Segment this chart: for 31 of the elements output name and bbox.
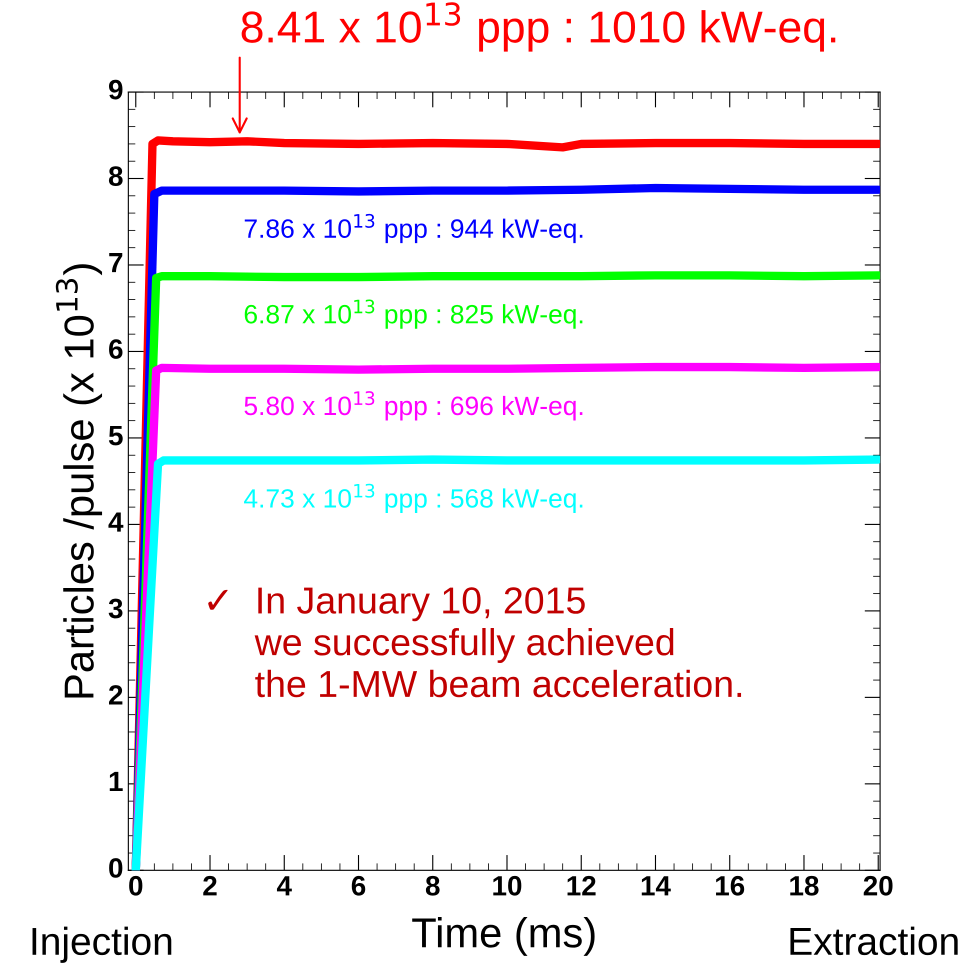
y-tick-label: 0 <box>109 858 122 878</box>
x-tick-label: 8 <box>426 876 440 896</box>
y-tick-label: 7 <box>109 253 122 272</box>
y-tick-label: 3 <box>108 598 122 618</box>
y-tick-label: 6 <box>109 339 122 359</box>
y-tick-label: 4 <box>108 512 124 532</box>
x-tick-label: 14 <box>642 876 671 896</box>
x-tick-label: 10 <box>493 876 522 896</box>
x-tick-label: 2 <box>203 876 217 896</box>
text: Extraction <box>790 926 958 956</box>
annotation: 8.41 x 10$^{13}$ ppp : 1010 kW-eq. <box>242 2 836 52</box>
x-tick-label: 18 <box>790 876 819 896</box>
y-tick-label: 1 <box>110 772 123 792</box>
x-tick-label: 4 <box>276 876 292 896</box>
x-tick-label: 12 <box>568 876 596 896</box>
series-label: 6.87 x 10$^{13}$ ppp : 825 kW-eq. <box>244 300 582 329</box>
y-tick-label: 9 <box>109 80 122 100</box>
y-tick-label: 2 <box>109 685 122 705</box>
x-tick-label: 6 <box>352 876 366 896</box>
y-axis-title: Particles /pulse (x 10$^{13}$) <box>56 264 102 698</box>
x-tick-label: 16 <box>716 876 744 896</box>
series-label: 4.73 x 10$^{13}$ ppp : 568 kW-eq. <box>244 484 582 513</box>
x-axis-title: Time (ms) <box>412 917 595 956</box>
series-label: 7.86 x 10$^{13}$ ppp : 944 kW-eq. <box>244 214 582 244</box>
y-tick-label: 5 <box>108 426 123 446</box>
x-tick-label: 0 <box>129 876 142 896</box>
text: Injection <box>32 926 172 963</box>
series-label: 5.80 x 10$^{13}$ ppp : 696 kW-eq. <box>244 391 582 420</box>
y-tick-label: 8 <box>108 166 123 186</box>
x-tick-label: 20 <box>864 876 893 896</box>
annotation: ✓ In January 10, 2015 we successfully achieved the 1-MW beam acceleration. <box>208 587 742 698</box>
